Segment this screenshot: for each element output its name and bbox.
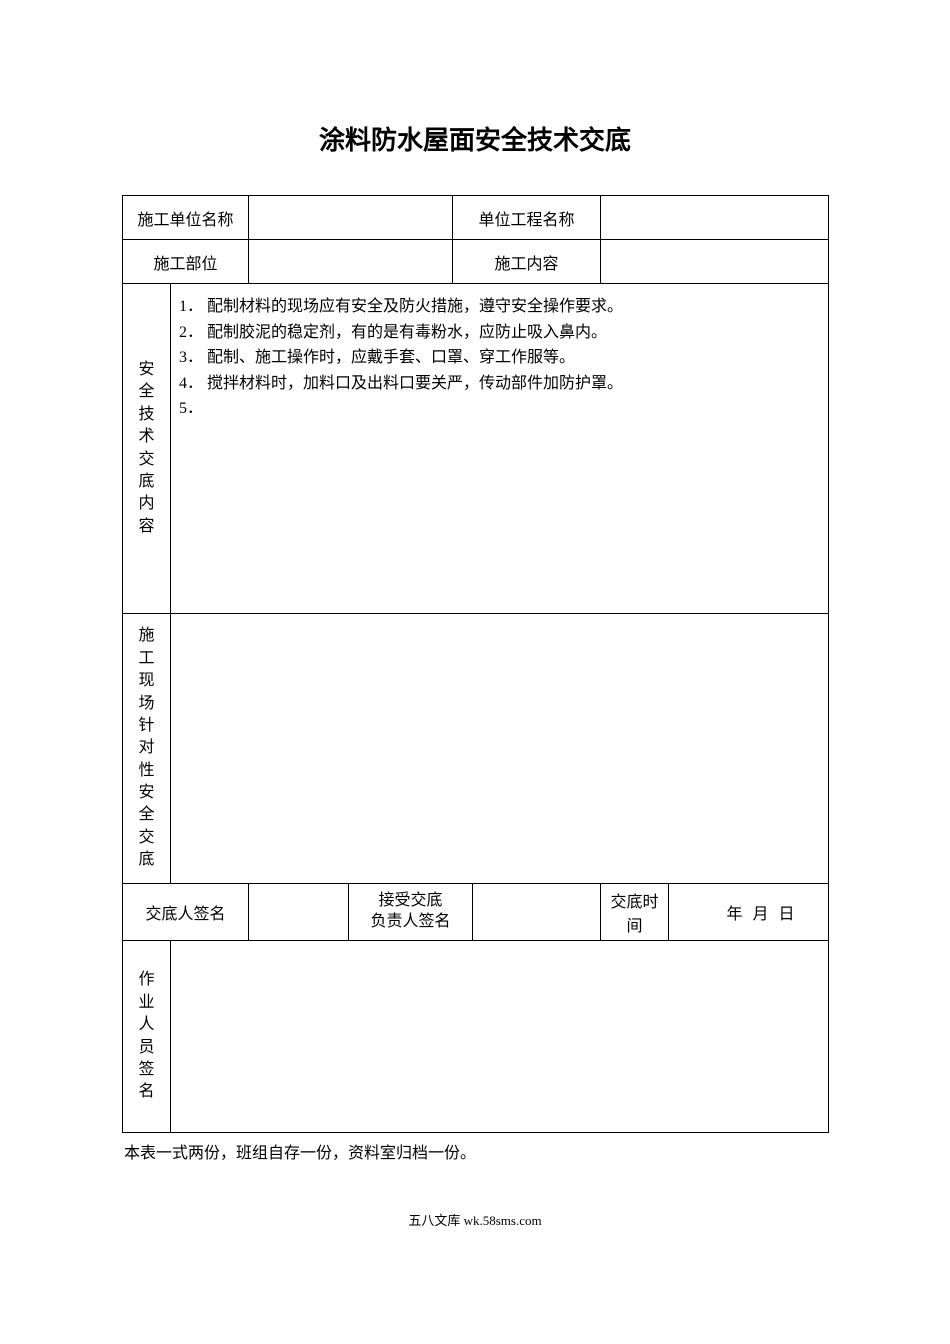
safety-content-cell: 1．配制材料的现场应有安全及防火措施，遵守安全操作要求。 2．配制胶泥的稳定剂，… [171,284,829,614]
construction-part-label: 施工部位 [123,240,249,284]
header-row-2: 施工部位 施工内容 [123,240,829,284]
footnote: 本表一式两份，班组自存一份，资料室归档一份。 [122,1139,828,1163]
list-item: 5． [179,396,820,422]
workers-sign-row: 作 业 人 员 签 名 [123,941,829,1133]
document-page: 涂料防水屋面安全技术交底 施工单位名称 单位工程名称 施工部位 施工内容 [0,0,950,1163]
project-name-label: 单位工程名称 [453,196,601,240]
safety-content-label: 安 全 技 术 交 底 内 容 [123,284,171,614]
signature-row: 交底人签名 接受交底负责人签名 交底时间 年月日 [123,884,829,941]
safety-content-list: 1．配制材料的现场应有安全及防火措施，遵守安全操作要求。 2．配制胶泥的稳定剂，… [179,294,820,422]
list-item: 3．配制、施工操作时，应戴手套、口罩、穿工作服等。 [179,345,820,371]
safety-content-row: 安 全 技 术 交 底 内 容 1．配制材料的现场应有安全及防火措施，遵守安全操… [123,284,829,614]
time-value: 年月日 [669,884,829,941]
receiver-sign-value [473,884,601,941]
unit-name-value [249,196,453,240]
page-title: 涂料防水屋面安全技术交底 [122,120,828,157]
construction-content-value [601,240,829,284]
site-safety-row: 施 工 现 场 针 对 性 安 全 交 底 [123,614,829,884]
site-safety-label: 施 工 现 场 针 对 性 安 全 交 底 [123,614,171,884]
list-item: 2．配制胶泥的稳定剂，有的是有毒粉水，应防止吸入鼻内。 [179,320,820,346]
project-name-value [601,196,829,240]
receiver-sign-label: 接受交底负责人签名 [349,884,473,941]
page-footer: 五八文库 wk.58sms.com [0,1210,950,1229]
time-label: 交底时间 [601,884,669,941]
main-table: 施工单位名称 单位工程名称 施工部位 施工内容 安 全 技 术 交 底 内 容 [122,195,829,1133]
list-item: 1．配制材料的现场应有安全及防火措施，遵守安全操作要求。 [179,294,820,320]
workers-sign-label: 作 业 人 员 签 名 [123,941,171,1133]
presenter-sign-label: 交底人签名 [123,884,249,941]
list-item: 4．搅拌材料时，加料口及出料口要关严，传动部件加防护罩。 [179,371,820,397]
workers-sign-cell [171,941,829,1133]
header-row-1: 施工单位名称 单位工程名称 [123,196,829,240]
construction-content-label: 施工内容 [453,240,601,284]
site-safety-cell [171,614,829,884]
unit-name-label: 施工单位名称 [123,196,249,240]
construction-part-value [249,240,453,284]
presenter-sign-value [249,884,349,941]
